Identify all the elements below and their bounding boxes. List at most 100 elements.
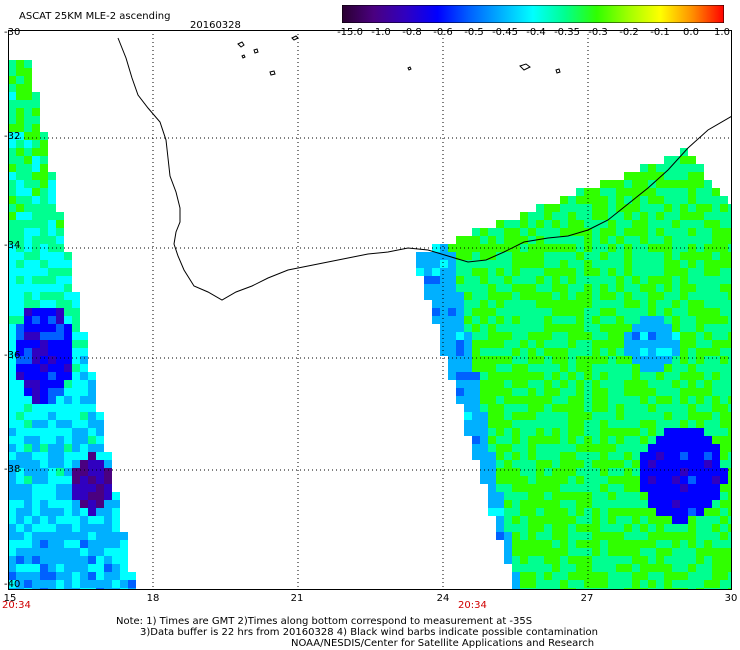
data-cell — [8, 60, 16, 68]
data-cell — [456, 268, 464, 276]
data-cell — [8, 476, 16, 484]
data-cell — [688, 420, 696, 428]
data-cell — [656, 436, 664, 444]
data-cell — [496, 452, 504, 460]
data-cell — [592, 188, 600, 196]
data-cell — [584, 188, 592, 196]
data-cell — [72, 316, 80, 324]
data-cell — [104, 516, 112, 524]
data-cell — [672, 396, 680, 404]
data-cell — [48, 252, 56, 260]
data-cell — [88, 532, 96, 540]
data-cell — [32, 516, 40, 524]
data-cell — [56, 324, 64, 332]
data-cell — [648, 276, 656, 284]
data-cell — [80, 540, 88, 548]
data-cell — [576, 484, 584, 492]
data-cell — [616, 276, 624, 284]
data-cell — [560, 260, 568, 268]
data-cell — [112, 508, 120, 516]
data-cell — [56, 468, 64, 476]
data-cell — [40, 372, 48, 380]
data-cell — [64, 516, 72, 524]
data-cell — [624, 204, 632, 212]
data-cell — [32, 92, 40, 100]
data-cell — [448, 340, 456, 348]
data-cell — [568, 292, 576, 300]
data-cell — [720, 548, 728, 556]
data-cell — [480, 476, 488, 484]
data-cell — [648, 484, 656, 492]
data-cell — [608, 580, 616, 588]
data-cell — [24, 60, 32, 68]
data-cell — [544, 292, 552, 300]
data-cell — [80, 508, 88, 516]
data-cell — [640, 436, 648, 444]
data-cell — [24, 308, 32, 316]
data-cell — [688, 388, 696, 396]
data-cell — [544, 580, 552, 588]
data-cell — [704, 500, 712, 508]
data-cell — [680, 308, 688, 316]
data-cell — [672, 228, 680, 236]
data-cell — [664, 324, 672, 332]
data-cell — [616, 340, 624, 348]
data-cell — [728, 380, 732, 388]
data-cell — [608, 212, 616, 220]
data-cell — [592, 228, 600, 236]
data-cell — [680, 460, 688, 468]
data-cell — [608, 428, 616, 436]
data-cell — [24, 68, 32, 76]
data-cell — [616, 476, 624, 484]
data-cell — [520, 292, 528, 300]
data-cell — [728, 300, 732, 308]
data-cell — [664, 428, 672, 436]
data-cell — [496, 260, 504, 268]
data-cell — [544, 564, 552, 572]
data-cell — [656, 268, 664, 276]
data-cell — [520, 468, 528, 476]
data-cell — [680, 196, 688, 204]
data-cell — [32, 332, 40, 340]
data-cell — [640, 420, 648, 428]
data-cell — [576, 468, 584, 476]
data-cell — [712, 388, 720, 396]
data-cell — [568, 228, 576, 236]
data-cell — [32, 404, 40, 412]
data-cell — [704, 572, 712, 580]
data-cell — [16, 444, 24, 452]
data-cell — [608, 436, 616, 444]
data-cell — [584, 396, 592, 404]
data-cell — [696, 452, 704, 460]
data-cell — [576, 348, 584, 356]
data-cell — [584, 524, 592, 532]
data-cell — [48, 548, 56, 556]
data-cell — [24, 204, 32, 212]
data-cell — [448, 324, 456, 332]
data-cell — [584, 268, 592, 276]
data-cell — [32, 148, 40, 156]
data-cell — [632, 364, 640, 372]
data-cell — [680, 204, 688, 212]
data-cell — [696, 172, 704, 180]
data-cell — [600, 356, 608, 364]
data-cell — [536, 300, 544, 308]
data-cell — [608, 452, 616, 460]
data-cell — [672, 516, 680, 524]
data-cell — [128, 580, 136, 588]
data-cell — [632, 228, 640, 236]
data-cell — [56, 228, 64, 236]
data-cell — [504, 396, 512, 404]
data-cell — [472, 372, 480, 380]
data-cell — [120, 564, 128, 572]
data-cell — [688, 468, 696, 476]
data-cell — [104, 492, 112, 500]
data-cell — [560, 428, 568, 436]
data-cell — [24, 444, 32, 452]
data-cell — [40, 228, 48, 236]
data-cell — [584, 364, 592, 372]
data-cell — [56, 476, 64, 484]
data-cell — [512, 476, 520, 484]
data-cell — [632, 540, 640, 548]
data-cell — [728, 556, 732, 564]
